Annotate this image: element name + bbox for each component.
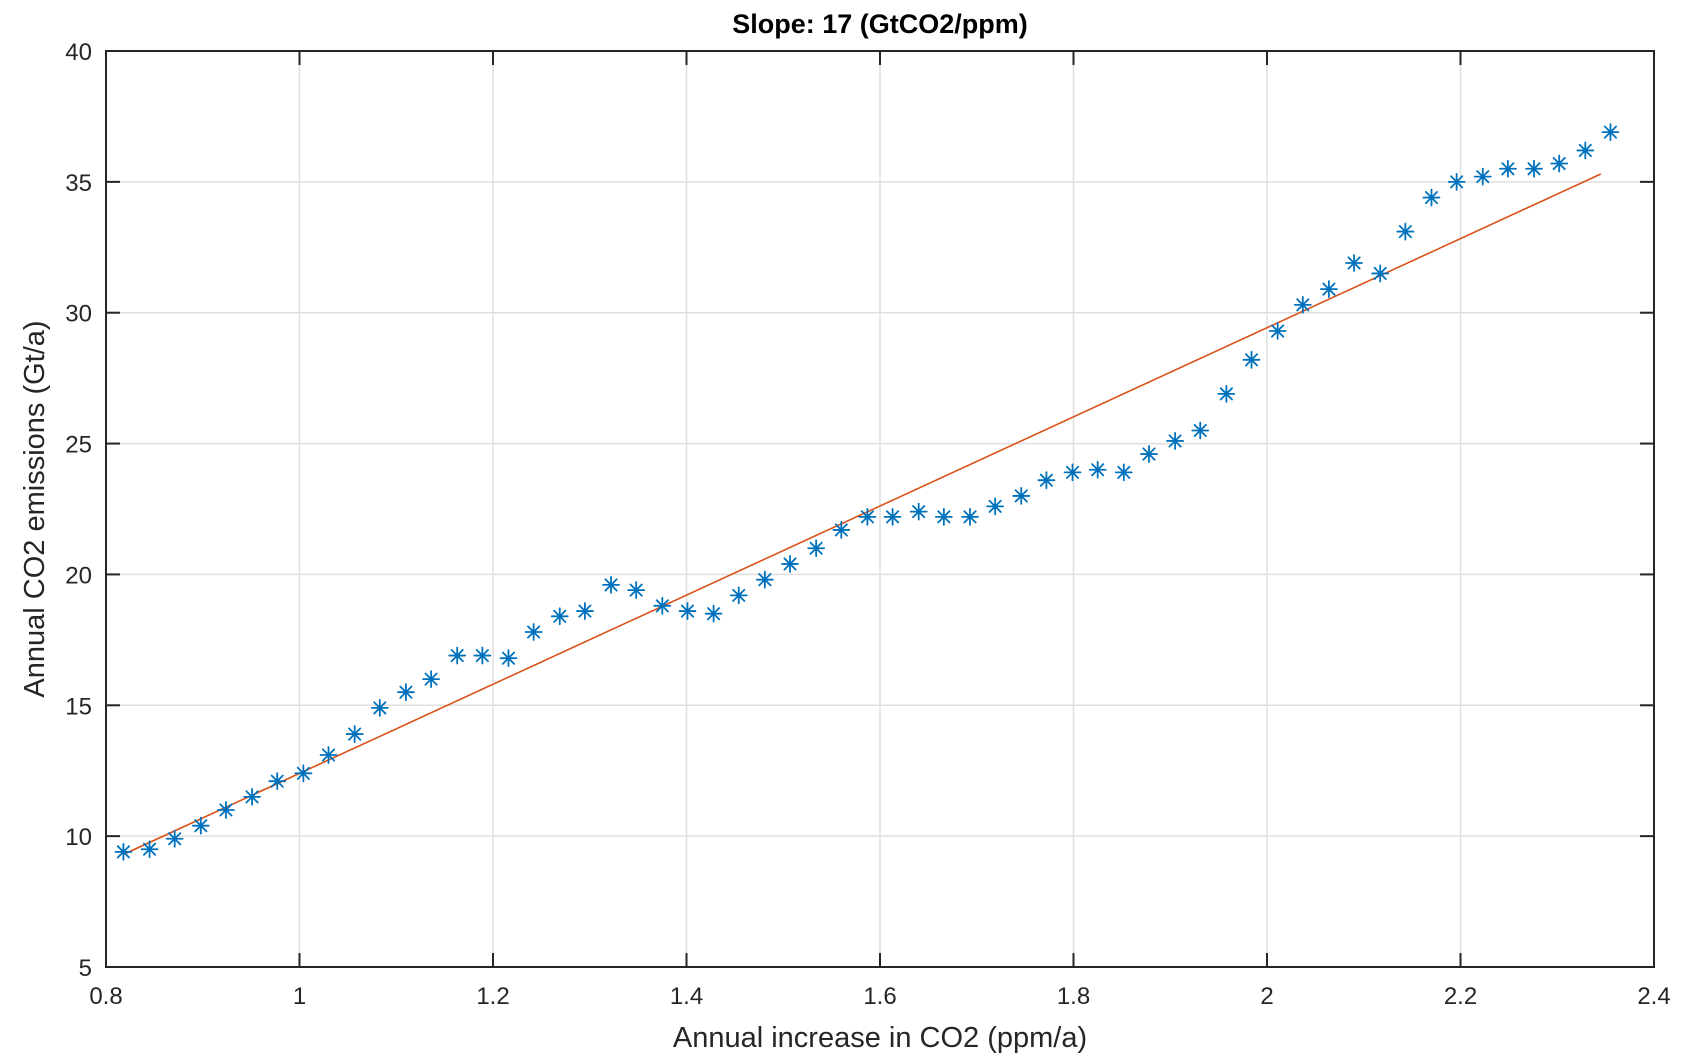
data-point xyxy=(1166,432,1184,450)
data-point xyxy=(807,539,826,558)
y-tick-label: 40 xyxy=(65,39,92,66)
x-tick-label: 1.2 xyxy=(476,983,509,1010)
data-point xyxy=(448,646,467,665)
x-axis-label: Annual increase in CO2 (ppm/a) xyxy=(673,1022,1087,1054)
y-tick-label: 10 xyxy=(65,824,92,851)
data-point xyxy=(1601,123,1620,142)
data-point xyxy=(1191,421,1210,440)
data-point xyxy=(294,764,313,783)
x-tick-label: 0.8 xyxy=(89,983,122,1010)
y-tick-label: 35 xyxy=(65,170,92,197)
data-point xyxy=(1088,460,1107,479)
data-point xyxy=(986,497,1005,516)
data-point xyxy=(883,507,902,526)
data-point xyxy=(576,602,594,620)
data-point xyxy=(1576,141,1595,160)
data-point xyxy=(832,521,851,539)
scatter-series xyxy=(114,123,1620,861)
y-tick-label: 5 xyxy=(79,955,92,982)
data-point xyxy=(653,596,672,615)
x-tick-label: 2 xyxy=(1260,983,1273,1010)
grid xyxy=(106,51,1654,967)
data-point xyxy=(1114,463,1133,482)
x-tick-label: 2.4 xyxy=(1637,983,1670,1010)
data-point xyxy=(1320,280,1338,299)
data-point xyxy=(781,555,799,573)
data-point xyxy=(627,581,646,600)
data-point xyxy=(140,840,159,859)
x-tick-labels: 0.8 1 1.2 1.4 1.6 1.8 2 2.2 2.4 xyxy=(89,983,1670,1010)
data-point xyxy=(165,829,184,848)
x-tick-label: 1 xyxy=(293,983,306,1010)
data-point xyxy=(1345,254,1363,272)
chart-title: Slope: 17 (GtCO2/ppm) xyxy=(732,9,1028,39)
y-tick-label: 25 xyxy=(65,432,92,459)
data-point xyxy=(243,787,261,806)
data-point xyxy=(1550,154,1569,173)
data-point xyxy=(934,507,953,526)
data-point xyxy=(422,670,440,689)
data-point xyxy=(1268,322,1287,340)
data-point xyxy=(1447,172,1466,191)
data-point xyxy=(524,623,543,641)
y-tick-label: 15 xyxy=(65,693,92,720)
data-point xyxy=(1473,167,1492,186)
data-point xyxy=(1525,159,1543,178)
data-point xyxy=(961,507,979,526)
data-point xyxy=(473,646,492,665)
data-point xyxy=(370,699,389,717)
x-tick-label: 1.8 xyxy=(1057,983,1090,1010)
data-point xyxy=(114,842,133,861)
x-tick-label: 2.2 xyxy=(1444,983,1477,1010)
data-point xyxy=(191,816,210,835)
data-point xyxy=(1499,159,1517,178)
tick-marks xyxy=(105,50,1655,968)
x-tick-label: 1.4 xyxy=(670,983,703,1010)
y-tick-label: 30 xyxy=(65,301,92,328)
data-point xyxy=(1371,264,1390,283)
data-point xyxy=(678,602,697,620)
data-point xyxy=(319,746,338,764)
data-point xyxy=(1396,222,1415,241)
data-point xyxy=(858,507,877,526)
data-point xyxy=(909,502,928,521)
data-point xyxy=(755,570,774,589)
data-point xyxy=(217,801,235,819)
data-point xyxy=(499,649,518,668)
data-point xyxy=(1293,295,1312,314)
y-tick-labels: 5 10 15 20 25 30 35 40 xyxy=(65,39,92,982)
data-point xyxy=(729,586,748,605)
data-point xyxy=(345,725,364,743)
data-point xyxy=(397,683,415,702)
data-point xyxy=(1012,487,1031,505)
data-point xyxy=(1140,445,1158,463)
data-point xyxy=(1217,384,1236,403)
data-point xyxy=(268,772,287,791)
y-axis-label: Annual CO2 emissions (Gt/a) xyxy=(19,320,51,697)
x-tick-label: 1.6 xyxy=(863,983,896,1010)
y-tick-label: 20 xyxy=(65,562,92,589)
data-point xyxy=(704,604,723,623)
data-point xyxy=(1037,471,1056,490)
data-point xyxy=(602,575,620,594)
data-point xyxy=(1242,350,1261,369)
fit-line-series xyxy=(123,173,1602,856)
data-point xyxy=(550,607,569,626)
fit-line xyxy=(123,173,1602,856)
data-point xyxy=(1063,463,1082,482)
data-point xyxy=(1422,188,1441,207)
